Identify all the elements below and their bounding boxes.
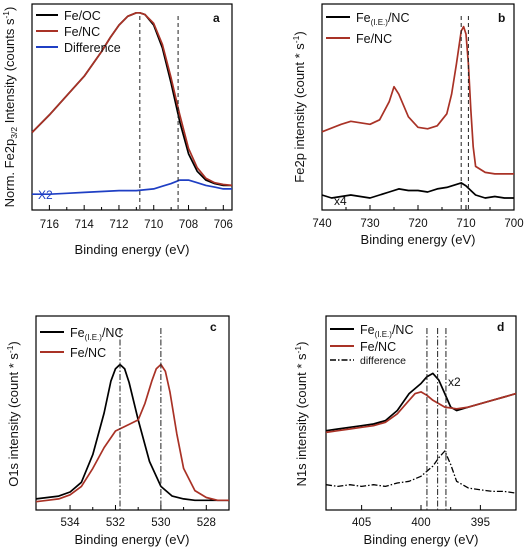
panel-d-series: [325, 372, 517, 494]
panel-b-frame: [321, 3, 515, 211]
panel-a-legend: Fe/OC Fe/NC Difference: [36, 9, 121, 55]
panel-a-series: [31, 11, 233, 196]
panel-a-x-tick-label-708: 708: [179, 219, 198, 231]
panel-b-series-fe-i-e-nc: [321, 182, 514, 199]
panel-d-series-fe-nc: [325, 391, 517, 434]
panel-d-series-difference: [325, 450, 517, 494]
panel-d-frame: [325, 315, 517, 511]
panel-a-legend-fe-oc: Fe/OC: [64, 9, 101, 23]
panel-b-x-axis-label: Binding energy (eV): [361, 232, 476, 247]
panel-b-x-tick-label-700: 700: [504, 218, 523, 230]
panel-b-x-ticks: 740 730 720 710 700: [312, 205, 524, 230]
panel-a-x-ticks: 716 714 712 710 708 706: [40, 205, 233, 231]
panel-b-series: [321, 25, 514, 199]
panel-c-y-axis-label: O1s intensity (count * s-1): [5, 341, 21, 487]
panel-c-x-tick-label-532: 532: [106, 517, 125, 529]
panel-b-x-tick-label-720: 720: [408, 218, 427, 230]
panel-c-series-fe-nc: [35, 363, 229, 503]
panel-a-series-fe-oc: [31, 11, 232, 187]
panel-a-series-fe-nc: [31, 11, 233, 187]
panel-c-label: c: [210, 320, 217, 334]
panel-b-markers: [460, 16, 469, 210]
panel-d-scale-note: x2: [448, 375, 461, 389]
panel-b-x-tick-label-740: 740: [312, 218, 331, 230]
panel-d-x-ticks: 405 400 395: [352, 505, 490, 529]
panel-d: 405 400 395 d Binding energy (eV) N1s inte…: [293, 315, 517, 547]
panel-b-scale-note: x4: [334, 194, 347, 208]
panel-b: 740 730 720 710 700 b Binding energy (eV) Fe…: [291, 3, 524, 247]
panel-a-label: a: [213, 11, 220, 25]
panel-c-legend-fe-nc: Fe/NC: [70, 346, 106, 360]
panel-c-x-axis-label: Binding energy (eV): [75, 532, 190, 547]
panel-a-frame: [31, 3, 233, 211]
panel-d-markers: [426, 328, 447, 510]
panel-c-x-tick-label-530: 530: [151, 517, 170, 529]
panel-b-x-tick-label-730: 730: [360, 218, 379, 230]
panel-a-legend-fe-nc: Fe/NC: [64, 25, 100, 39]
panel-b-series-fe-nc: [321, 25, 514, 175]
panel-a-series-difference: [32, 179, 232, 196]
panel-c: 534 532 530 528 c Binding energy (eV) O1s i…: [5, 315, 230, 547]
panel-c-x-tick-label-534: 534: [60, 517, 80, 529]
panel-a-x-tick-label-712: 712: [109, 219, 128, 231]
panel-d-label: d: [497, 320, 504, 334]
panel-c-legend-fe-ie-nc: Fe(I.E.)/NC: [70, 326, 123, 342]
panel-c-x-ticks: 534 532 530 528: [60, 505, 216, 529]
panel-a-markers: [139, 16, 179, 210]
panel-a: 716 714 712 710 708 706 a Binding energy (eV)…: [1, 3, 233, 257]
panel-a-x-tick-label-706: 706: [214, 219, 233, 231]
panel-c-x-tick-label-528: 528: [197, 517, 216, 529]
panel-d-y-axis-label: N1s intensity (count * s-1): [293, 342, 309, 487]
panel-a-x-tick-label-714: 714: [75, 219, 95, 231]
panel-d-x-tick-label-400: 400: [411, 517, 430, 529]
panel-b-y-axis-label: Fe2p intensity (count * s-1): [291, 31, 307, 182]
panel-b-legend: Fe(I.E.)/NC Fe/NC: [326, 11, 409, 46]
panel-a-y-axis-label: Norm. Fe2p3/2 Intensity (counts s-1): [1, 7, 19, 208]
panel-a-x-axis-label: Binding energy (eV): [75, 242, 190, 257]
panel-b-x-tick-label-710: 710: [456, 218, 475, 230]
panel-d-legend-fe-ie-nc: Fe(I.E.)/NC: [360, 323, 413, 339]
panel-d-legend: Fe(I.E.)/NC Fe/NC difference: [330, 323, 413, 367]
panel-c-legend: Fe(I.E.)/NC Fe/NC: [40, 326, 123, 360]
panel-d-legend-difference: difference: [360, 355, 406, 367]
panel-b-label: b: [498, 11, 505, 25]
panel-a-legend-difference: Difference: [64, 41, 121, 55]
panel-c-series: [35, 363, 229, 503]
panel-d-x-axis-label: Binding energy (eV): [364, 532, 479, 547]
panel-a-x-tick-label-716: 716: [40, 219, 59, 231]
panel-a-x-tick-label-710: 710: [144, 219, 163, 231]
panel-b-legend-fe-ie-nc: Fe(I.E.)/NC: [356, 11, 409, 27]
panel-c-markers: [119, 328, 162, 510]
panel-d-x-tick-label-395: 395: [471, 517, 490, 529]
panel-a-scale-note: X2: [38, 188, 53, 202]
panel-d-legend-fe-nc: Fe/NC: [360, 340, 396, 354]
panel-b-legend-fe-nc: Fe/NC: [356, 32, 392, 46]
panel-d-x-tick-label-405: 405: [352, 517, 371, 529]
panel-c-frame: [35, 315, 230, 511]
panel-c-series-fe-i-e-nc: [35, 363, 229, 502]
